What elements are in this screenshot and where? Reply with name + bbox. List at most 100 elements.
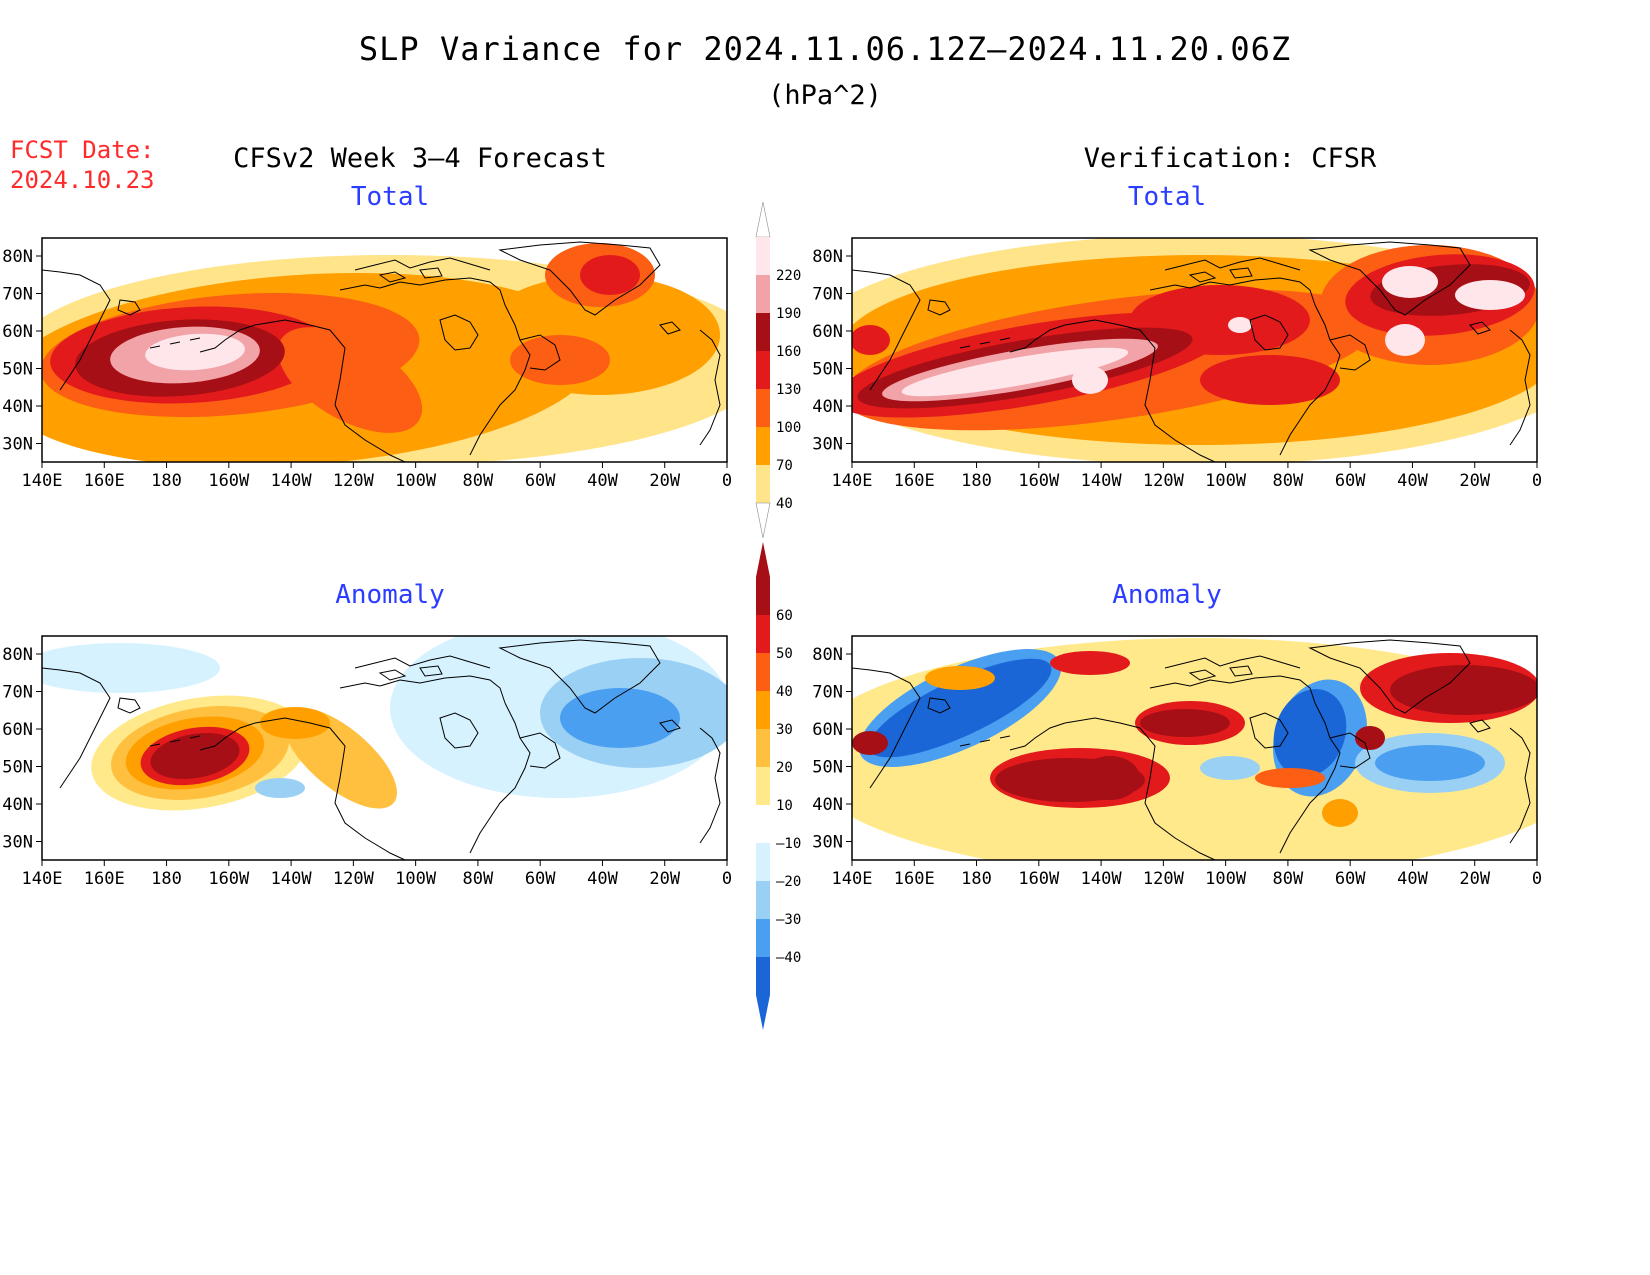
contour-fill [1390, 665, 1537, 715]
colorbar-swatch [756, 957, 770, 996]
map-frame [41, 635, 728, 861]
colorbar-label: 40 [776, 496, 793, 512]
contour-field [852, 238, 1537, 462]
lat-tick-label: 30N [812, 435, 843, 455]
coastline [1064, 717, 1216, 860]
map-frame [41, 237, 728, 463]
colorbar-swatch [756, 465, 770, 504]
lat-tick-label: 30N [2, 833, 33, 853]
coastline [1469, 719, 1491, 733]
colorbar-label: 220 [776, 268, 801, 284]
panel-title-forecast-total: Total [350, 182, 430, 212]
coastline [1329, 732, 1371, 769]
lat-tick-label: 40N [812, 397, 843, 417]
forecast-date-label: FCST Date: [10, 136, 155, 164]
contour-fill [1200, 355, 1340, 405]
colorbar-total: 220 190 160 130 100 70 40 [755, 201, 801, 539]
coastline [339, 675, 506, 704]
lon-tick-label: 60W [525, 869, 556, 889]
coastline [1064, 319, 1216, 462]
contour-fill [925, 666, 995, 690]
coastline [149, 337, 201, 349]
lat-tick-label: 60N [812, 720, 843, 740]
contour-fill [580, 255, 640, 295]
lon-tick-label: 20W [1459, 471, 1490, 491]
coastline [339, 277, 506, 306]
lon-tick-label: 140W [1081, 869, 1123, 889]
coastline [1009, 324, 1066, 353]
coastline [1229, 665, 1253, 677]
colorbar-swatch [756, 729, 770, 768]
lon-tick-label: 40W [1397, 869, 1428, 889]
colorbar-swatch [756, 389, 770, 428]
coastline [439, 712, 479, 749]
colorbar-label: 40 [776, 684, 793, 700]
units-label: (hPa^2) [768, 80, 882, 111]
lon-tick-label: 20W [649, 471, 680, 491]
contour-fill [1228, 317, 1252, 333]
coastline [199, 324, 256, 353]
lat-tick-label: 70N [812, 683, 843, 703]
coastline [117, 697, 141, 714]
map-verification-total: 140E 160E 180 160W 140W 120W 100W 80W 60W 40W 20W 0… [812, 237, 1542, 491]
coastline [519, 334, 561, 371]
colorbar-arrow-bottom [755, 502, 771, 539]
lat-tick-label: 70N [2, 285, 33, 305]
lat-tick-label: 70N [812, 285, 843, 305]
lon-tick-label: 40W [1397, 471, 1428, 491]
lat-tick-label: 40N [2, 397, 33, 417]
coastline [469, 702, 531, 854]
colorbar-swatch [756, 615, 770, 654]
coastline [852, 269, 921, 391]
colorbar-arrow-top [755, 201, 771, 238]
lon-tick-label: 120W [1143, 869, 1185, 889]
colorbar-swatch [756, 275, 770, 314]
coastline [699, 329, 721, 446]
coastline [1469, 321, 1491, 335]
lon-tick-label: 160E [84, 471, 125, 491]
lat-tick-label: 30N [2, 435, 33, 455]
lon-tick-label: 180 [961, 471, 992, 491]
map-forecast-anomaly: 140E 160E 180 160W 140W 120W 100W 80W 60W 40W 20W 0… [2, 635, 732, 889]
lon-tick-label: 120W [1143, 471, 1185, 491]
coastline [254, 717, 406, 860]
lon-tick-label: 160W [208, 471, 250, 491]
coastline [199, 722, 256, 751]
contour-fill [1355, 726, 1385, 750]
lon-tick-label: 60W [525, 471, 556, 491]
coastline [1164, 655, 1301, 669]
right-column-title: Verification: CFSR [1083, 143, 1377, 174]
coastline [1249, 712, 1289, 749]
colorbar-swatch [756, 653, 770, 692]
lon-tick-label: 0 [1532, 869, 1542, 889]
contour-fill [1200, 756, 1260, 780]
contour-fill [277, 327, 423, 433]
colorbar-swatch [756, 767, 770, 806]
colorbar-label: –40 [776, 950, 801, 966]
lat-tick-label: 80N [812, 645, 843, 665]
coastline [927, 697, 951, 714]
coastline [1188, 669, 1217, 681]
coastline [1308, 241, 1471, 316]
colorbar-swatch [756, 351, 770, 390]
map-axes: 140E 160E 180 160W 140W 120W 100W 80W 60W 40W 20W 0… [812, 237, 1542, 491]
contour-fill [1455, 280, 1525, 310]
lon-tick-label: 140W [271, 869, 313, 889]
contour-fill [901, 347, 1129, 397]
coastline [419, 267, 443, 279]
coastline [1279, 304, 1341, 456]
colorbar-label: 50 [776, 646, 793, 662]
lon-tick-label: 80W [1273, 471, 1304, 491]
lon-tick-label: 140E [22, 471, 63, 491]
coastline [42, 667, 111, 789]
lon-tick-label: 40W [587, 471, 618, 491]
lon-tick-label: 160W [1018, 869, 1060, 889]
map-verification-anomaly: 140E 160E 180 160W 140W 120W 100W 80W 60W 40W 20W 0… [812, 635, 1542, 889]
colorbar-label: 100 [776, 420, 801, 436]
lat-tick-label: 30N [812, 833, 843, 853]
lat-tick-label: 40N [2, 795, 33, 815]
contour-fill [1382, 266, 1438, 298]
map-forecast-total: 140E 160E 180 160W 140W 120W 100W 80W 60W 40W 20W 0… [2, 237, 732, 491]
lat-tick-label: 50N [2, 360, 33, 380]
lat-tick-label: 50N [2, 758, 33, 778]
